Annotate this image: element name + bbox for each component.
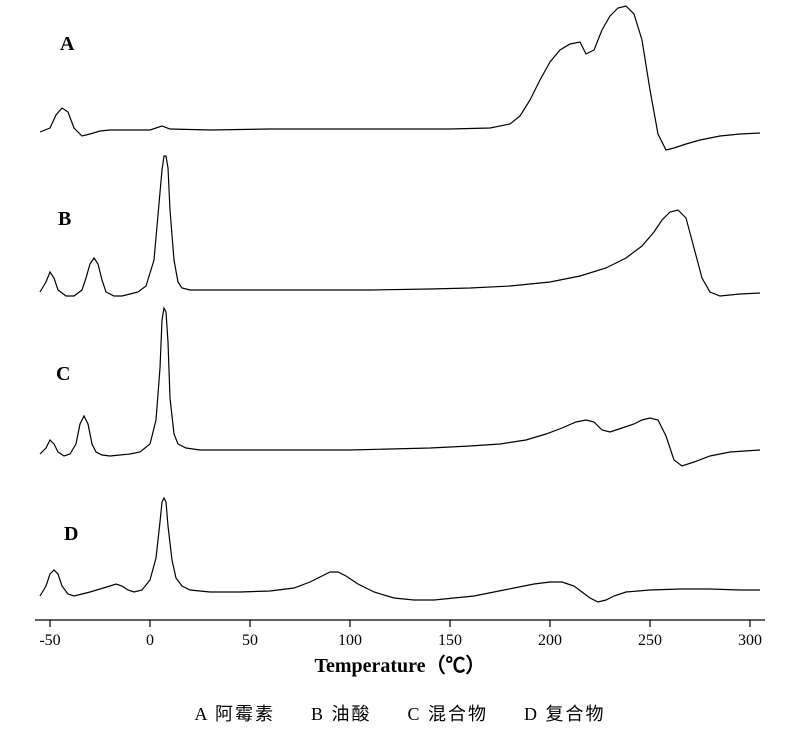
legend-item-C: C 混合物: [408, 704, 489, 724]
x-axis-label: Temperature（℃）: [314, 654, 485, 677]
x-tick-label: 200: [538, 632, 562, 649]
x-tick-label: 300: [738, 632, 762, 649]
dsc-thermogram-chart: ABCD-50050100150200250300Temperature（℃） …: [0, 0, 800, 735]
legend-item-D: D 复合物: [524, 704, 606, 724]
panel-label-B: B: [58, 208, 71, 230]
legend-item-A: A 阿霉素: [194, 704, 275, 724]
x-tick-label: 150: [438, 632, 462, 649]
legend-item-B: B 油酸: [311, 704, 372, 724]
x-tick-label: 100: [338, 632, 362, 649]
x-tick-label: 50: [242, 632, 258, 649]
x-tick-label: 0: [146, 632, 154, 649]
panel-label-C: C: [56, 363, 70, 385]
x-tick-label: -50: [39, 632, 60, 649]
curve-A: [40, 6, 760, 150]
x-tick-label: 250: [638, 632, 662, 649]
legend-row: A 阿霉素 B 油酸 C 混合物 D 复合物: [0, 700, 800, 726]
panel-label-D: D: [64, 523, 78, 545]
curve-C: [40, 308, 760, 466]
curve-B: [40, 156, 760, 296]
chart-svg: A B C D -50 0 50 100 150 200 250 300 Temperature（℃）: [0, 0, 800, 735]
curve-D: [40, 498, 760, 602]
panel-label-A: A: [60, 33, 75, 55]
